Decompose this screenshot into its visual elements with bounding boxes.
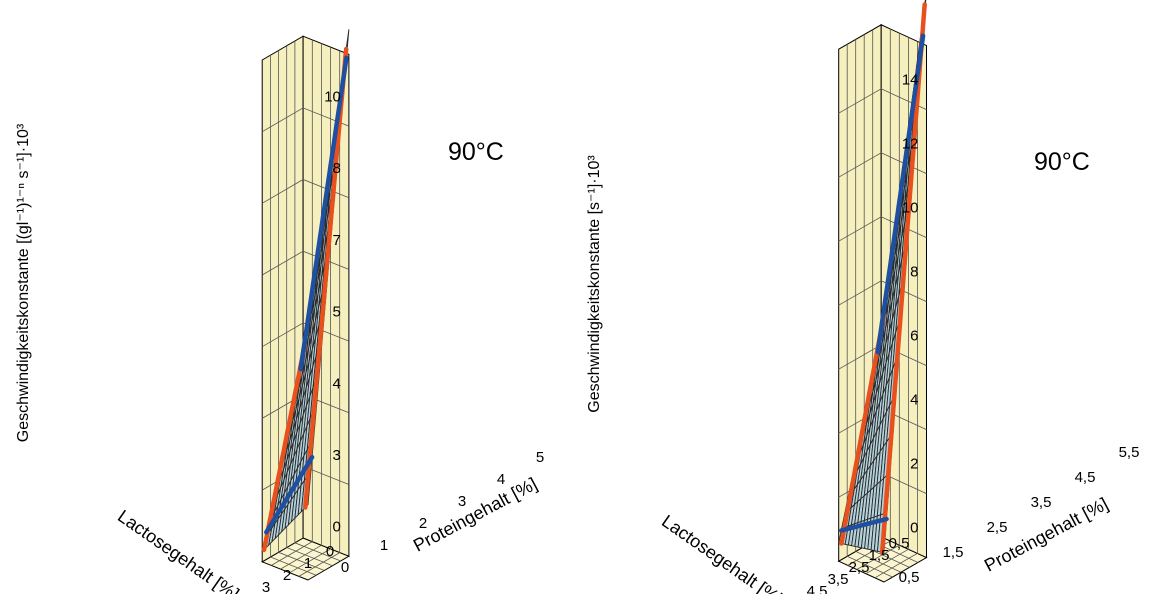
chart-left-svg: 03457810012345012345Lactosegehalt [%]Pro… (15, 29, 544, 594)
x-tick-label: 2,5 (849, 559, 870, 576)
grid-line (280, 43, 322, 570)
x-axis-title: Lactosegehalt [%] (658, 511, 787, 594)
x-axis-title: Lactosegehalt [%] (114, 506, 243, 594)
grid-line (261, 250, 350, 276)
y-tick-label: 3 (458, 493, 466, 510)
x-tick-label: 2 (283, 567, 291, 584)
highlight-line-blue (839, 516, 889, 533)
z-axis-title: Geschwindigkeitskonstante [(gl⁻¹)¹⁻ⁿ s⁻¹… (15, 123, 32, 442)
z-tick-label: 5 (333, 304, 341, 321)
y-tick-label: 3,5 (1031, 494, 1052, 511)
y-tick-label: 5,5 (1119, 444, 1140, 461)
highlight-line-orange (879, 2, 927, 555)
z-tick-label: 2 (910, 456, 918, 473)
z-tick-label: 12 (902, 136, 919, 153)
grid-line (838, 216, 927, 242)
y-tick-label: 5 (536, 449, 544, 466)
x-tick-label: 4 (241, 591, 249, 594)
y-tick-label: 2,5 (987, 519, 1008, 536)
y-tick-label: 1 (380, 537, 388, 554)
y-tick-label: 1,5 (943, 544, 964, 561)
grid-line (847, 28, 891, 566)
grid-line (294, 40, 341, 562)
chart-left: 03457810012345012345Lactosegehalt [%]Pro… (15, 29, 544, 594)
grid-line (855, 39, 902, 573)
highlight-line-blue (875, 33, 926, 355)
z-tick-label: 7 (333, 232, 341, 249)
y-tick-label: 2 (419, 515, 427, 532)
x-tick-label: 3 (262, 579, 270, 594)
chart-right: 024681012140,51,52,53,54,55,50,51,52,53,… (579, 0, 1158, 594)
grid-line (286, 45, 333, 567)
x-tick-label: 0 (326, 543, 334, 560)
y-tick-label: 0,5 (899, 569, 920, 586)
z-tick-label: 10 (902, 200, 919, 217)
temperature-annotation: 90°C (448, 138, 504, 166)
highlight-line-blue (264, 454, 315, 535)
z-axis-title: Geschwindigkeitskonstante [s⁻¹]·10³ (586, 155, 603, 413)
highlight-line-orange (303, 46, 349, 510)
x-tick-label: 0,5 (889, 535, 910, 552)
y-tick-label: 4 (497, 471, 505, 488)
grid-line (261, 107, 350, 133)
x-tick-label: 1,5 (869, 547, 890, 564)
grid-line (271, 39, 313, 566)
x-tick-label: 3,5 (828, 571, 849, 588)
z-tick-label: 8 (333, 160, 341, 177)
grid-line (838, 280, 927, 306)
z-tick-label: 14 (902, 71, 919, 88)
z-tick-label: 4 (333, 375, 341, 392)
grid-line (269, 55, 317, 576)
z-tick-label: 10 (324, 89, 341, 106)
grid-line (298, 50, 341, 577)
highlight-line-orange (261, 341, 308, 553)
z-tick-label: 3 (333, 447, 341, 464)
x-tick-label: 4,5 (807, 583, 828, 594)
z-tick-label: 8 (910, 264, 918, 281)
temperature-annotation: 90°C (1034, 148, 1090, 176)
z-tick-label: 0 (910, 520, 918, 537)
z-tick-label: 6 (910, 328, 918, 345)
y-tick-label: 0 (341, 559, 349, 576)
x-tick-label: 1 (304, 555, 312, 572)
y-tick-label: 4,5 (1075, 469, 1096, 486)
y-axis-title: Proteingehalt [%] (410, 474, 540, 556)
grid-line (278, 50, 325, 571)
z-tick-label: 4 (910, 392, 918, 409)
chart-right-svg: 024681012140,51,52,53,54,55,50,51,52,53,… (586, 0, 1140, 594)
z-tick-label: 0 (333, 519, 341, 536)
grid-line (874, 41, 918, 579)
grid-line (261, 322, 350, 348)
grid-line (846, 44, 893, 578)
highlight-line-blue (298, 55, 349, 372)
